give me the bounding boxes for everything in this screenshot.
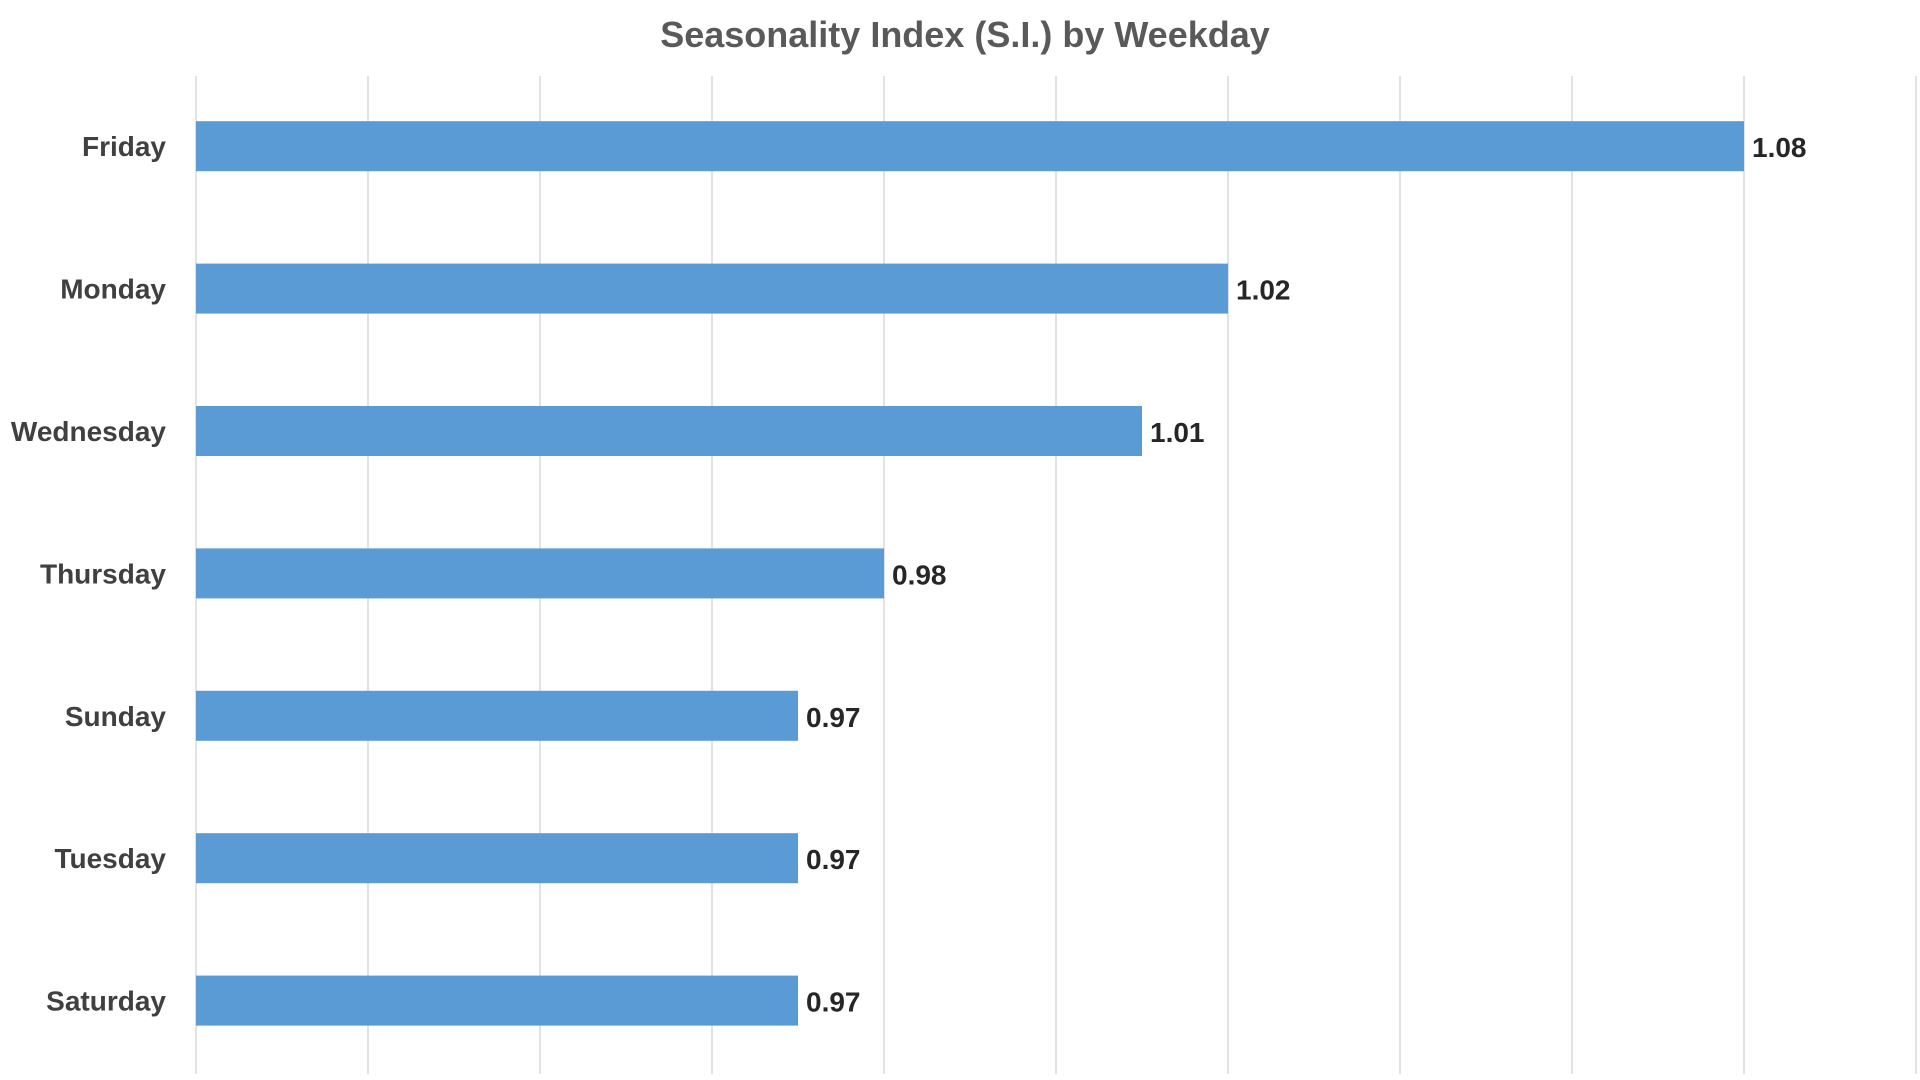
category-labels: Friday Monday Wednesday Thursday Sunday Tuesd… <box>11 131 167 1016</box>
category-label-monday: Monday <box>60 274 166 305</box>
bars <box>196 121 1744 1026</box>
data-label-saturday: 0.97 <box>806 987 861 1018</box>
bar-saturday <box>196 975 798 1026</box>
bar-thursday <box>196 548 884 599</box>
data-label-sunday: 0.97 <box>806 702 861 733</box>
bar-tuesday <box>196 833 798 884</box>
category-label-saturday: Saturday <box>46 986 166 1017</box>
bar-sunday <box>196 690 798 741</box>
data-label-wednesday: 1.01 <box>1150 417 1205 448</box>
data-labels: 1.08 1.02 1.01 0.98 0.97 0.97 0.97 <box>806 132 1807 1017</box>
chart-title: Seasonality Index (S.I.) by Weekday <box>660 14 1270 55</box>
data-label-monday: 1.02 <box>1236 275 1291 306</box>
data-label-friday: 1.08 <box>1752 132 1807 163</box>
category-label-friday: Friday <box>82 131 166 162</box>
data-label-thursday: 0.98 <box>892 559 947 590</box>
category-label-tuesday: Tuesday <box>54 843 166 874</box>
data-label-tuesday: 0.97 <box>806 844 861 875</box>
category-label-sunday: Sunday <box>65 701 167 732</box>
bar-monday <box>196 263 1228 314</box>
bar-friday <box>196 121 1744 172</box>
bar-wednesday <box>196 406 1142 456</box>
category-label-wednesday: Wednesday <box>11 416 167 447</box>
category-label-thursday: Thursday <box>40 558 166 589</box>
